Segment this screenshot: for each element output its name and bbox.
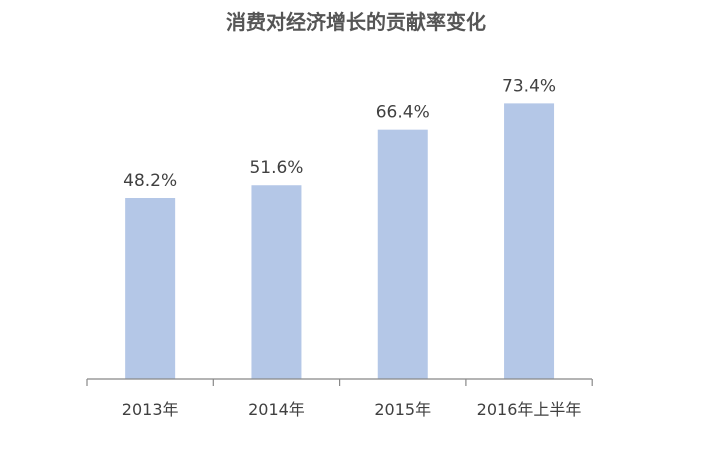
x-tick-label: 2014年 [248,400,305,419]
bar [377,129,428,379]
data-label: 48.2% [123,171,177,191]
x-tick-label: 2016年上半年 [477,400,582,419]
bar [504,103,555,380]
bar [251,185,302,379]
data-label: 66.4% [376,103,430,123]
x-tick-label: 2013年 [122,400,179,419]
data-label: 51.6% [249,158,303,178]
data-label: 73.4% [502,76,556,96]
x-tick-label: 2015年 [374,400,431,419]
chart-title: 消费对经济增长的贡献率变化 [226,10,486,34]
bar [125,198,176,379]
